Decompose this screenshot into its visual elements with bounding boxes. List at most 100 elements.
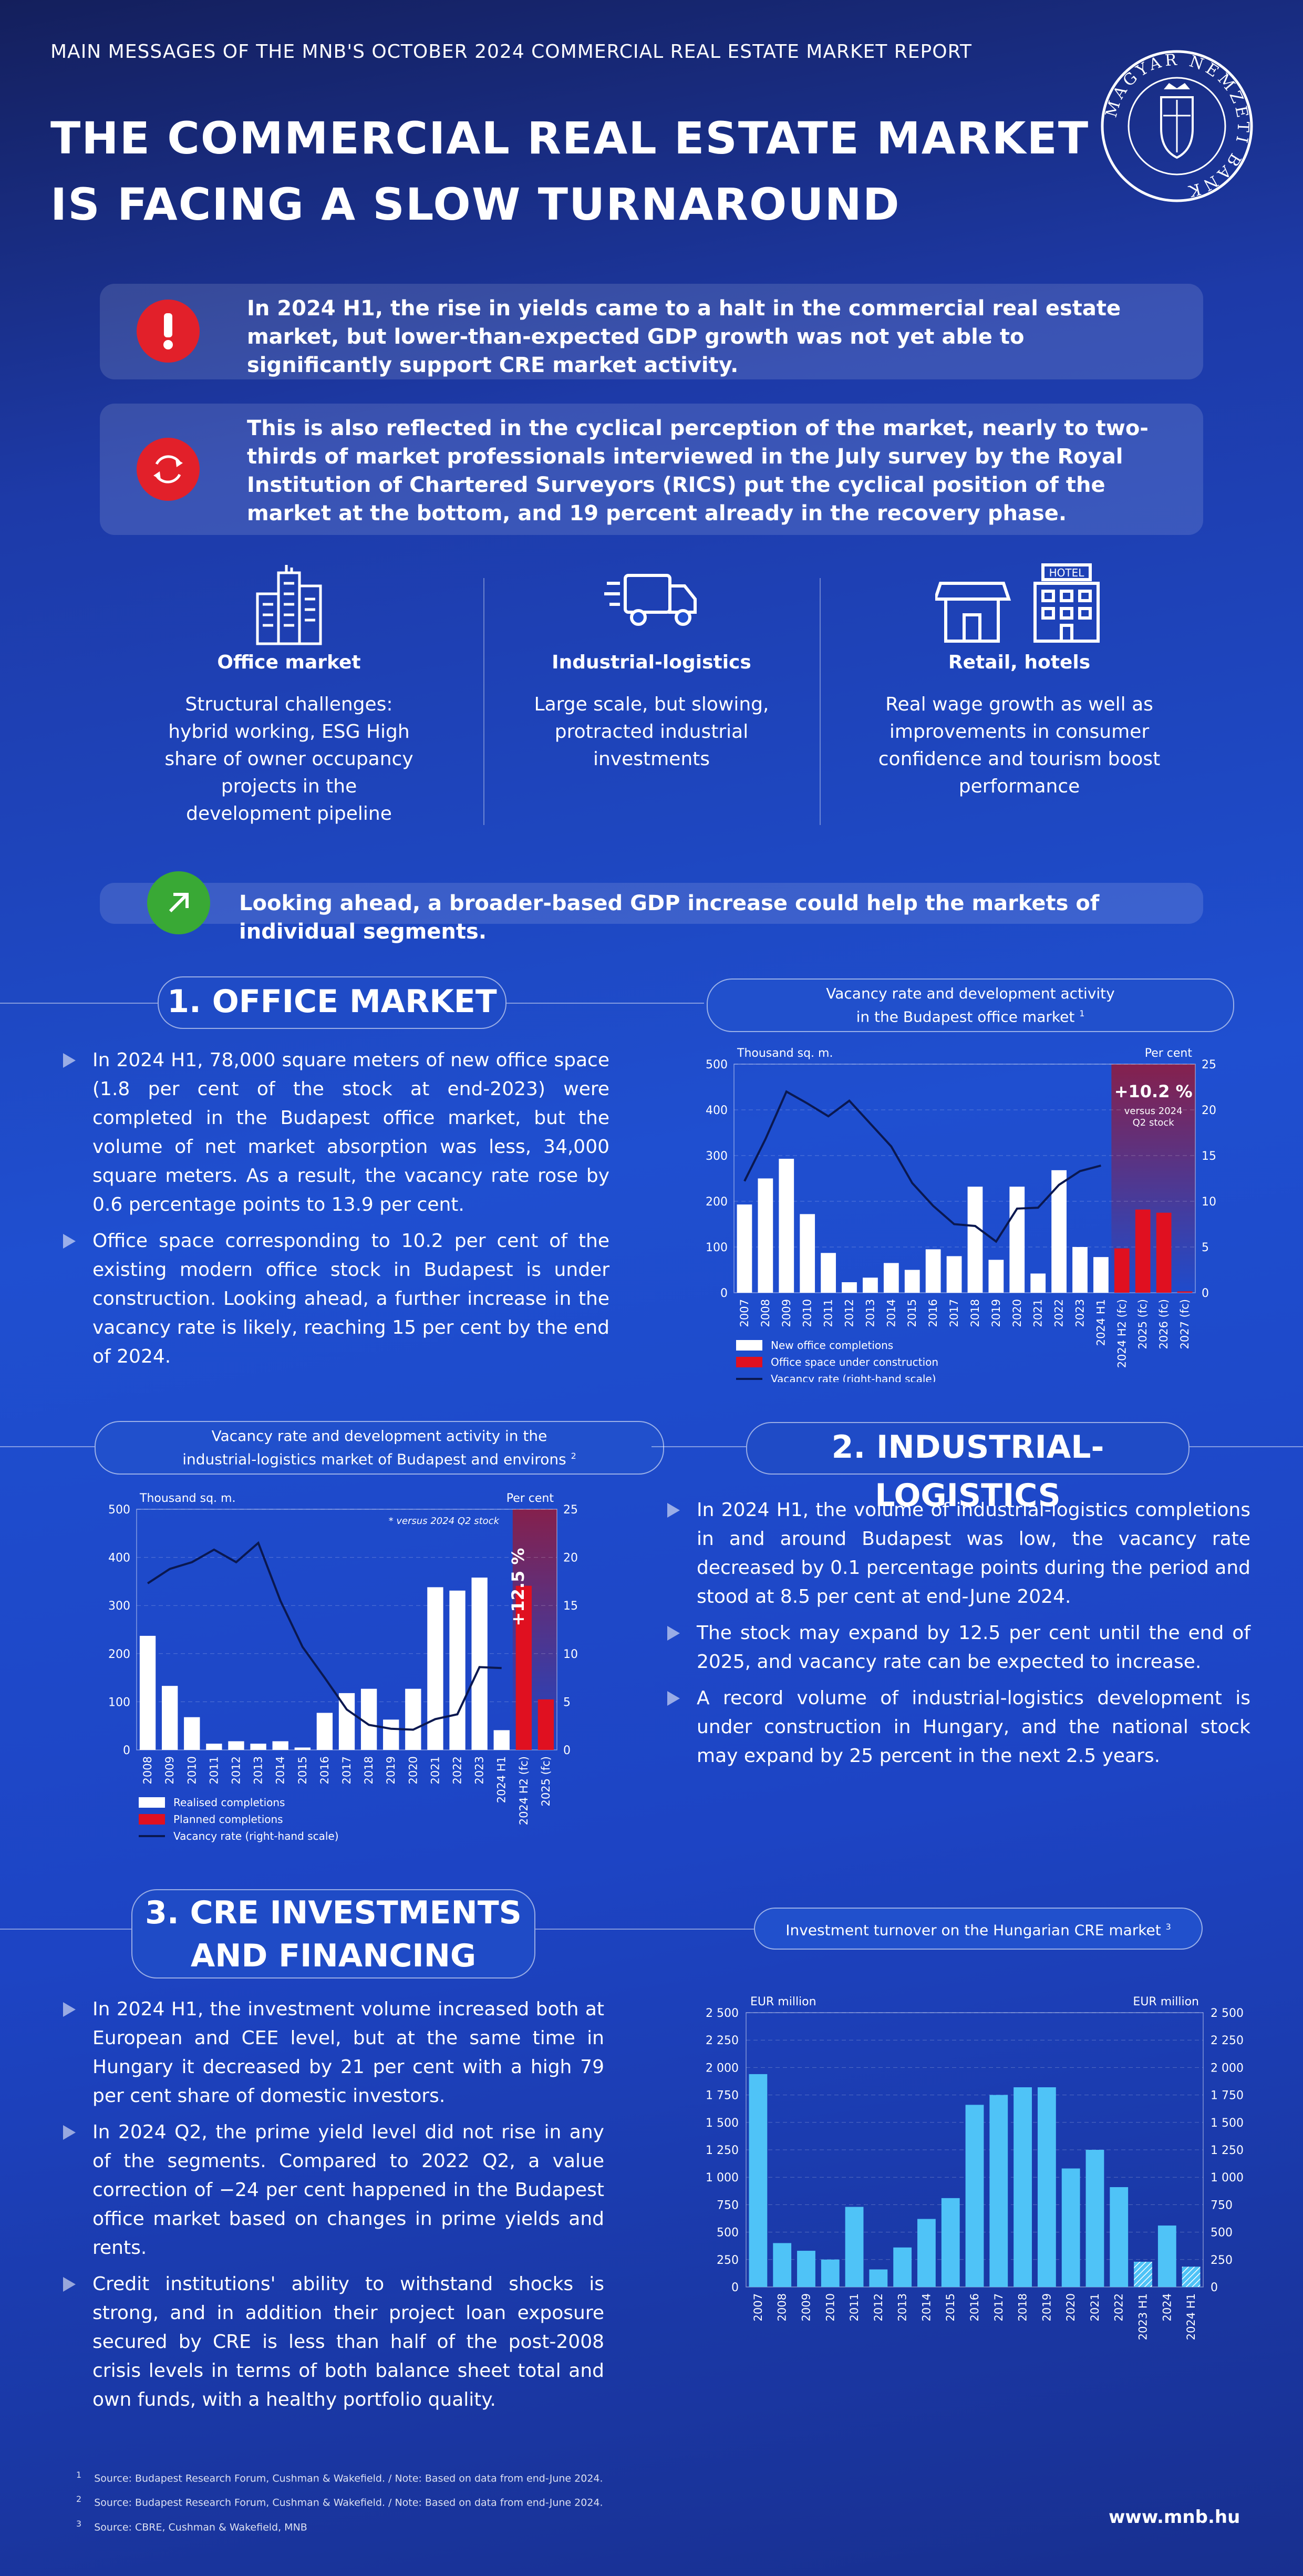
x-tick-label: 2008 (141, 1756, 154, 1784)
segment-text-retail: Real wage growth as well as improvements… (878, 694, 1161, 797)
x-tick-label: 2008 (776, 2293, 789, 2321)
y-tick-label-right: 0 (563, 1744, 571, 1757)
exclamation-icon (137, 300, 200, 363)
vacancy-line (147, 1541, 502, 1731)
annotation-text: Q2 stock (1133, 1117, 1175, 1128)
y-tick-label-right: 2 000 (1211, 2062, 1244, 2075)
x-tick-label: 2015 (906, 1299, 918, 1327)
bar (821, 2259, 840, 2287)
y-tick-label-left: 2 500 (706, 2007, 739, 2020)
x-tick-label: 2020 (407, 1756, 419, 1784)
x-tick-label: 2015 (944, 2293, 957, 2321)
bar (250, 1744, 266, 1750)
x-tick-label: 2009 (163, 1756, 176, 1784)
industrial-bullet: The stock may expand by 12.5 per cent un… (667, 1619, 1250, 1676)
plot-frame (733, 1064, 1196, 1293)
y-tick-label-left: 0 (731, 2281, 739, 2294)
investment-chart: 0 0 250 250 500 500 750 750 1 000 1 000 1 250 1 250… (683, 1981, 1271, 2359)
segment-title-industrial: Industrial-logistics (552, 652, 751, 673)
industrial-chart-title-line2: industrial-logistics market of Budapest … (182, 1450, 576, 1468)
bar (1157, 2225, 1176, 2287)
bar (1110, 2187, 1129, 2287)
office-chart-title-line1: Vacancy rate and development activity (826, 985, 1115, 1002)
bar (869, 2269, 888, 2287)
bar (427, 1587, 443, 1750)
bar (1051, 1170, 1067, 1293)
x-tick-label: 2013 (896, 2293, 909, 2321)
office-chart-title-line2: in the Budapest office market 1 (856, 1008, 1085, 1026)
bar (1156, 1212, 1172, 1293)
mnb-logo: MAGYAR NEMZETI BANK (1098, 47, 1256, 205)
x-tick-label: 2022 (1053, 1299, 1066, 1327)
annotation-value: +10.2 % (1114, 1081, 1193, 1101)
x-tick-label: 2012 (872, 2293, 885, 2321)
segment-text-industrial: Large scale, but slowing, protracted ind… (534, 694, 769, 770)
bar (1030, 1273, 1046, 1293)
message-text-1: In 2024 H1, the rise in yields came to a… (247, 296, 1121, 377)
y-axis-title-left: Thousand sq. m. (737, 1047, 833, 1060)
industrial-bullets: In 2024 H1, the volume of industrial-log… (667, 1496, 1250, 1778)
legend-label: Vacancy rate (right-hand scale) (173, 1830, 339, 1842)
message-text-3: Looking ahead, a broader-based GDP incre… (239, 891, 1100, 944)
y-tick-label-right: 750 (1211, 2199, 1233, 2212)
x-tick-label: 2018 (363, 1756, 375, 1784)
office-bullet: In 2024 H1, 78,000 square meters of new … (63, 1046, 609, 1219)
x-tick-label: 2017 (992, 2293, 1005, 2321)
message-box-1: In 2024 H1, the rise in yields came to a… (100, 284, 1203, 379)
bar (946, 1256, 962, 1293)
legend-label: New office completions (771, 1339, 893, 1352)
section-title-investments-line1: 3. CRE INVESTMENTS (145, 1894, 522, 1931)
footnote: 1 Source: Budapest Research Forum, Cushm… (76, 2470, 603, 2485)
x-tick-label: 2016 (318, 1756, 331, 1784)
website-link[interactable]: www.mnb.hu (1109, 2507, 1240, 2528)
x-tick-label: 2025 (fc) (1136, 1299, 1149, 1349)
x-tick-label: 2011 (822, 1299, 835, 1327)
bar (360, 1688, 377, 1750)
investment-chart-title: Investment turnover on the Hungarian CRE… (754, 1908, 1203, 1950)
x-tick-label: 2015 (296, 1756, 309, 1784)
message-text-2: This is also reflected in the cyclical p… (247, 416, 1149, 525)
x-tick-label: 2011 (208, 1756, 220, 1784)
x-tick-label: 2011 (848, 2293, 861, 2321)
y-tick-label-left: 300 (108, 1600, 130, 1613)
y-tick-label-left: 0 (123, 1744, 130, 1757)
bar (821, 1253, 836, 1293)
x-tick-label: 2019 (1040, 2293, 1053, 2321)
x-tick-label: 2017 (340, 1756, 353, 1784)
industrial-chart-title-line1: Vacancy rate and development activity in… (211, 1427, 547, 1445)
bar (1182, 2266, 1201, 2287)
y-tick-label-left: 500 (108, 1503, 130, 1517)
y-tick-label-right: 5 (1202, 1241, 1209, 1254)
y-tick-label-left: 100 (108, 1696, 130, 1709)
footnotes: 1 Source: Budapest Research Forum, Cushm… (76, 2465, 864, 2538)
x-tick-label: 2023 (473, 1756, 486, 1784)
y-tick-label-left: 250 (717, 2254, 739, 2267)
x-tick-label: 2013 (252, 1756, 265, 1784)
y-tick-label-right: 250 (1211, 2254, 1233, 2267)
y-axis-title-right: Per cent (506, 1492, 554, 1505)
y-tick-label-left: 1 250 (706, 2144, 739, 2157)
x-tick-label: 2016 (968, 2293, 981, 2321)
bar (1009, 1187, 1025, 1293)
bar (1134, 2261, 1152, 2287)
bar (988, 1260, 1004, 1293)
y-tick-label-left: 1 000 (706, 2171, 739, 2185)
y-tick-label-left: 500 (706, 1058, 728, 1071)
y-tick-label-right: 15 (1202, 1150, 1216, 1163)
x-tick-label: 2021 (429, 1756, 441, 1784)
x-tick-label: 2016 (927, 1299, 939, 1327)
office-bullets: In 2024 H1, 78,000 square meters of new … (63, 1046, 609, 1378)
x-tick-label: 2027 (fc) (1178, 1299, 1191, 1349)
segment-title-retail: Retail, hotels (948, 652, 1091, 673)
bar (917, 2219, 936, 2287)
y-tick-label-right: 10 (1202, 1196, 1216, 1209)
legend-label: Office space under construction (771, 1356, 938, 1368)
page-title-line1: THE COMMERCIAL REAL ESTATE MARKET (50, 112, 1090, 164)
y-tick-label-left: 200 (706, 1196, 728, 1209)
annotation-value: +12.5 % (508, 1548, 528, 1626)
bar (405, 1688, 421, 1750)
x-tick-label: 2020 (1011, 1299, 1023, 1327)
footnote: 2 Source: Budapest Research Forum, Cushm… (76, 2494, 603, 2509)
report-subtitle: MAIN MESSAGES OF THE MNB'S OCTOBER 2024 … (50, 41, 972, 63)
legend-swatch (139, 1797, 165, 1808)
